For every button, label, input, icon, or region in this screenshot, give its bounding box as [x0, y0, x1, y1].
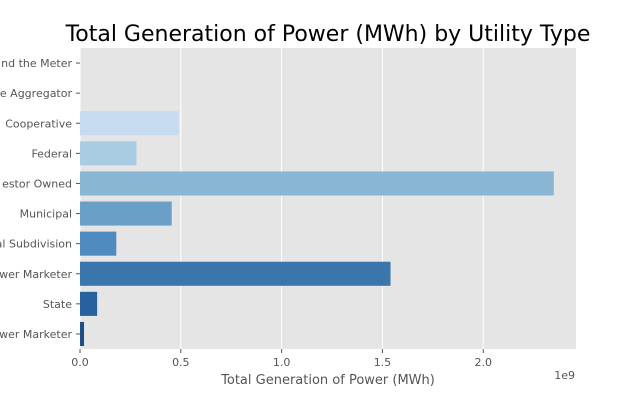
x-tick-label: 0.5 — [172, 356, 190, 369]
bar — [80, 291, 98, 316]
bar — [80, 111, 179, 136]
x-tick-label: 0.0 — [71, 356, 89, 369]
x-tick-label: 2.0 — [475, 356, 493, 369]
x-axis-offset: 1e9 — [554, 369, 575, 382]
y-tick-label: State — [43, 298, 72, 311]
y-tick-label: Cooperative — [5, 117, 72, 130]
y-tick-label: Municipal — [20, 208, 72, 221]
y-tick-label: wer Marketer — [0, 268, 72, 281]
x-tick-label: 1.0 — [273, 356, 291, 369]
y-tick-label: Federal — [31, 147, 72, 160]
bars — [80, 111, 554, 346]
bar — [80, 201, 172, 226]
y-tick-label: e Aggregator — [0, 87, 72, 100]
x-tick-label: 1.5 — [374, 356, 392, 369]
bar — [80, 141, 137, 166]
plot-area — [80, 48, 576, 349]
bar — [80, 321, 85, 346]
y-tick-label: nd the Meter — [1, 57, 72, 70]
y-tick-label: estor Owned — [2, 177, 72, 190]
x-axis: 0.0 0.5 1.0 1.5 2.0 — [71, 349, 492, 369]
y-axis: nd the Meter e Aggregator Cooperative Feder… — [0, 57, 80, 341]
y-tick-label: wer Marketer — [0, 328, 72, 341]
x-axis-label: Total Generation of Power (MWh) — [220, 373, 435, 388]
bar — [80, 171, 554, 196]
bar — [80, 231, 117, 256]
bar — [80, 261, 391, 286]
y-tick-label: al Subdivision — [0, 238, 72, 251]
chart-title: Total Generation of Power (MWh) by Utili… — [65, 22, 591, 47]
